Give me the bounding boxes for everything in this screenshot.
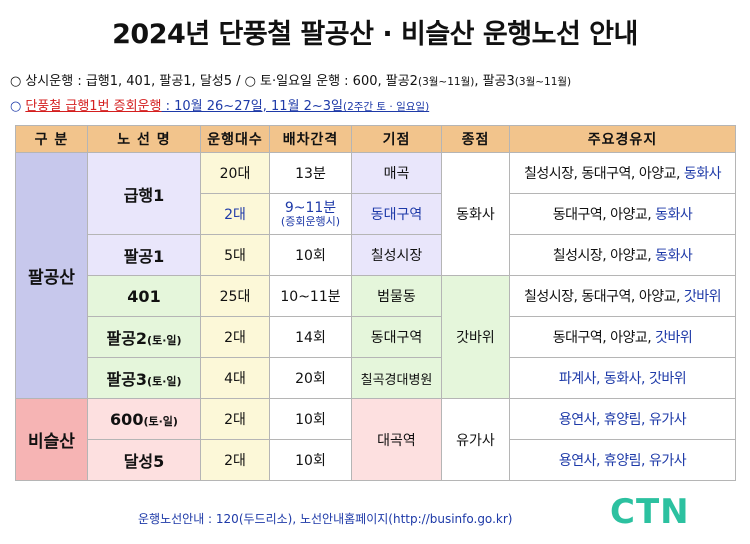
- start-point: 동대구역: [351, 193, 442, 235]
- route-label: 600: [110, 409, 144, 429]
- interval: 9~11분 (증회운행시): [269, 193, 352, 235]
- main-stops: 칠성시장, 동대구역, 아양교, 갓바위: [509, 275, 736, 317]
- route-name: 급행1: [87, 152, 201, 235]
- bus-route-table: 구 분 노 선 명 운행대수 배차간격 기점 종점 주요경유지 팔공산 급행1 …: [15, 125, 736, 481]
- extra-service-period: (2주간 토 · 일요일): [343, 101, 430, 113]
- header-interval: 배차간격: [269, 125, 352, 153]
- group-biseulsan: 비슬산: [15, 398, 88, 481]
- route-name: 팔공2(토·일): [87, 316, 201, 358]
- start-point: 대곡역: [351, 398, 442, 481]
- page-title: 2024년 단풍철 팔공산 · 비슬산 운행노선 안내: [112, 19, 638, 50]
- footer-info: 운행노선안내 : 120(두드리소), 노선안내홈페이지(http://busi…: [138, 512, 513, 526]
- header-vehicles: 운행대수: [200, 125, 270, 153]
- table-header-row: 구 분 노 선 명 운행대수 배차간격 기점 종점 주요경유지: [15, 125, 736, 153]
- start-point: 동대구역: [351, 316, 442, 358]
- weekend-p3-months: (3월~11월): [514, 76, 572, 88]
- interval-value: 9~11분: [284, 200, 337, 216]
- header-end: 종점: [441, 125, 510, 153]
- header-stops: 주요경유지: [509, 125, 736, 153]
- weekend-routes-text: 토·일요일 운행 : 600, 팔공2: [260, 74, 418, 89]
- stops-highlight: 갓바위: [683, 289, 722, 305]
- stops-text: 동대구역, 아양교,: [552, 330, 656, 346]
- weekend-p3-text: , 팔공3: [474, 74, 515, 89]
- route-name: 달성5: [87, 439, 201, 481]
- extra-service-label: 단풍철 급행1번 증회운행: [25, 99, 162, 114]
- table-row: 팔공산 급행1 20대 13분 매곡 동화사 칠성시장, 동대구역, 아양교, …: [15, 152, 736, 399]
- extra-service-dates: : 10월 26~27일, 11월 2~3일: [161, 99, 343, 114]
- interval: 10회: [269, 398, 352, 440]
- interval: 13분: [269, 152, 352, 194]
- route-label: 팔공2: [106, 329, 148, 348]
- main-stops: 파계사, 동화사, 갓바위: [509, 357, 736, 399]
- vehicle-count: 2대: [200, 316, 270, 358]
- regular-routes-text: 상시운행 : 급행1, 401, 팔공1, 달성5 /: [25, 74, 241, 89]
- vehicle-count: 2대: [200, 439, 270, 481]
- table-row: 팔공3(토·일) 4대 20회 칠곡경대병원 파계사, 동화사, 갓바위: [16, 357, 736, 399]
- end-point: 갓바위: [441, 275, 510, 399]
- vehicle-count: 2대: [200, 193, 270, 235]
- table-row: 2대 9~11분 (증회운행시) 동대구역 동대구역, 아양교, 동화사: [16, 193, 736, 235]
- vehicle-count: 5대: [200, 234, 270, 276]
- stops-highlight: 동화사: [683, 166, 722, 182]
- header-route-name: 노 선 명: [87, 125, 201, 153]
- interval: 10회: [269, 439, 352, 481]
- stops-text: 칠성시장, 동대구역, 아양교,: [523, 166, 684, 182]
- main-stops: 칠성시장, 동대구역, 아양교, 동화사: [509, 152, 736, 194]
- table-row: 팔공1 5대 10회 칠성시장 칠성시장, 아양교, 동화사: [16, 234, 736, 276]
- route-label: 팔공3: [106, 370, 148, 389]
- circle-bullet-icon: ○: [244, 74, 257, 89]
- table-row: 팔공2(토·일) 2대 14회 동대구역 동대구역, 아양교, 갓바위: [16, 316, 736, 358]
- group-palgongsan: 팔공산: [15, 152, 88, 399]
- stops-text: 칠성시장, 동대구역, 아양교,: [523, 289, 684, 305]
- interval: 10회: [269, 234, 352, 276]
- start-point: 범물동: [351, 275, 442, 317]
- circle-bullet-icon: ○: [10, 74, 22, 89]
- weekend-p2-months: (3월~11월): [417, 76, 475, 88]
- header-category: 구 분: [15, 125, 88, 153]
- route-name: 600(토·일): [87, 398, 201, 440]
- main-stops: 동대구역, 아양교, 동화사: [509, 193, 736, 235]
- table-row: 달성5 2대 10회 용연사, 휴양림, 유가사: [16, 439, 736, 481]
- header-start: 기점: [351, 125, 442, 153]
- interval: 10~11분: [269, 275, 352, 317]
- circle-bullet-icon: ○: [10, 99, 22, 114]
- interval: 14회: [269, 316, 352, 358]
- route-name: 401: [87, 275, 201, 317]
- main-stops: 용연사, 휴양림, 유가사: [509, 398, 736, 440]
- route-days: (토·일): [143, 414, 178, 428]
- vehicle-count: 25대: [200, 275, 270, 317]
- table-row: 401 25대 10~11분 범물동 갓바위 칠성시장, 동대구역, 아양교, …: [16, 275, 736, 399]
- vehicle-count: 20대: [200, 152, 270, 194]
- stops-highlight: 동화사: [655, 207, 693, 223]
- main-stops: 칠성시장, 아양교, 동화사: [509, 234, 736, 276]
- stops-highlight: 동화사: [655, 248, 693, 264]
- end-point: 동화사: [441, 152, 510, 276]
- end-point: 유가사: [441, 398, 510, 481]
- stops-text: 동대구역, 아양교,: [552, 207, 656, 223]
- interval: 20회: [269, 357, 352, 399]
- start-point: 칠곡경대병원: [351, 357, 442, 399]
- start-point: 칠성시장: [351, 234, 442, 276]
- ctn-logo: CTN: [610, 492, 690, 532]
- extra-service-note: ○ 단풍철 급행1번 증회운행 : 10월 26~27일, 11월 2~3일(2주…: [10, 95, 429, 114]
- route-name: 팔공3(토·일): [87, 357, 201, 399]
- operation-note: ○ 상시운행 : 급행1, 401, 팔공1, 달성5 / ○ 토·일요일 운행 :…: [10, 70, 571, 89]
- start-point: 매곡: [351, 152, 442, 194]
- main-stops: 동대구역, 아양교, 갓바위: [509, 316, 736, 358]
- interval-note: (증회운행시): [280, 215, 341, 228]
- stops-highlight: 갓바위: [655, 330, 693, 346]
- stops-text: 칠성시장, 아양교,: [552, 248, 656, 264]
- route-name: 팔공1: [87, 234, 201, 276]
- main-stops: 용연사, 휴양림, 유가사: [509, 439, 736, 481]
- vehicle-count: 2대: [200, 398, 270, 440]
- vehicle-count: 4대: [200, 357, 270, 399]
- route-days: (토·일): [147, 334, 182, 347]
- route-days: (토·일): [147, 375, 182, 388]
- table-row: 비슬산 600(토·일) 2대 10회 대곡역 유가사 용연사, 휴양림, 유가…: [15, 398, 736, 481]
